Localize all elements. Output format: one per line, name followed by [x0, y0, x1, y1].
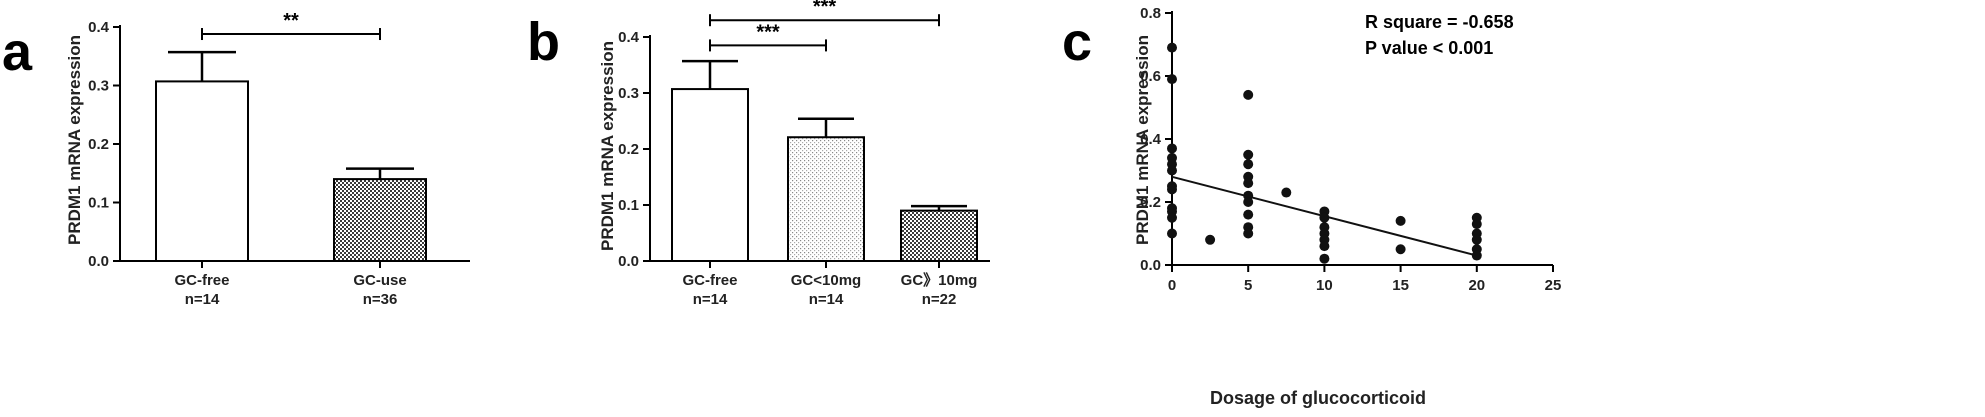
panel-b-n-label: n=14 — [809, 291, 844, 308]
panel-c-data-point — [1243, 159, 1254, 170]
panel-b-bar — [900, 209, 978, 263]
panel-c-x-tick-label: 10 — [1316, 277, 1333, 294]
panel-c-data-point — [1167, 42, 1177, 53]
panel-c-chart: c PRDM1 mRNA expression Dosage of glucoc… — [1062, 5, 1561, 408]
panel-c-y-axis-label: PRDM1 mRNA expression — [1133, 35, 1152, 245]
panel-c-data-point — [1395, 215, 1406, 226]
panel-c-data-point — [1243, 178, 1254, 189]
panel-c-annotation-r-square: R square = -0.658 — [1365, 12, 1514, 32]
panel-b-n-label: n=14 — [693, 291, 728, 308]
panel-c-data-point — [1243, 228, 1254, 239]
panel-c-annotation-p-value: P value < 0.001 — [1365, 38, 1493, 58]
panel-c-data-point — [1243, 149, 1254, 160]
panel-c-data-point — [1205, 234, 1216, 245]
panel-b-category-label: GC<10mg — [791, 272, 861, 289]
panel-c-data-point — [1167, 143, 1177, 154]
panel-c-x-tick-label: 5 — [1244, 277, 1252, 294]
panel-c-data-point — [1319, 253, 1330, 264]
panel-c-y-tick-label: 0.4 — [1140, 131, 1162, 148]
panel-c-x-tick-label: 25 — [1545, 277, 1562, 294]
panel-a-y-tick-label: 0.0 — [88, 253, 109, 270]
panel-c-data-point — [1471, 234, 1482, 245]
panel-a-bar — [155, 80, 249, 262]
panel-c-y-tick-label: 0.0 — [1140, 257, 1161, 274]
panel-c-data-point — [1319, 212, 1330, 223]
panel-c-data-point — [1167, 165, 1177, 176]
panel-b-n-label: n=22 — [922, 291, 957, 308]
panel-a-chart: a PRDM1 mRNA expression 0.0 0.1 0.2 0.3 0.4 G… — [2, 10, 470, 308]
panel-a-significance-label: ** — [283, 10, 299, 32]
panel-b-y-tick-label: 0.1 — [618, 197, 639, 214]
panel-c-y-tick-label: 0.6 — [1140, 68, 1161, 85]
panel-a-n-label: n=36 — [363, 291, 398, 308]
panel-a-category-label: GC-use — [353, 272, 406, 289]
panel-c-y-tick-label: 0.2 — [1140, 194, 1161, 211]
panel-b-chart: b PRDM1 mRNA expression 0.0 0.1 0.2 0.3 0.4 G… — [527, 0, 990, 308]
panel-c-data-point — [1167, 74, 1177, 85]
panel-c-data-point — [1319, 241, 1330, 252]
panel-c-data-point — [1243, 89, 1254, 100]
panel-b-y-tick-label: 0.0 — [618, 253, 639, 270]
panel-b-bar — [671, 88, 749, 262]
panel-b-y-axis-label: PRDM1 mRNA expression — [598, 41, 617, 251]
panel-a-y-tick-label: 0.2 — [88, 136, 109, 153]
panel-c-data-point — [1167, 228, 1177, 239]
panel-b-bar — [787, 136, 865, 263]
panel-a-category-label: GC-free — [174, 272, 229, 289]
panel-b-significance-label: *** — [756, 21, 780, 43]
panel-c-data-point — [1167, 184, 1177, 195]
panel-b-significance-label: *** — [813, 0, 837, 18]
panel-b-category-label: GC》10mg — [901, 271, 978, 289]
panel-b-label: b — [527, 12, 560, 72]
panel-c-data-point — [1243, 209, 1254, 220]
panel-c-data-point — [1471, 219, 1482, 230]
panel-c-x-tick-label: 20 — [1468, 277, 1485, 294]
panel-a-label: a — [2, 22, 33, 82]
panel-c-x-axis-label: Dosage of glucocorticoid — [1210, 388, 1426, 408]
panel-c-x-tick-label: 0 — [1168, 277, 1176, 294]
panel-c-label: c — [1062, 12, 1092, 72]
panel-b-category-label: GC-free — [682, 272, 737, 289]
panel-c-y-tick-label: 0.8 — [1140, 5, 1161, 22]
panel-a-y-axis-label: PRDM1 mRNA expression — [65, 35, 84, 245]
panel-a-y-tick-label: 0.1 — [88, 195, 109, 212]
panel-a-y-tick-label: 0.3 — [88, 78, 109, 95]
panel-c-data-point — [1395, 244, 1406, 255]
panel-c-data-point — [1243, 197, 1254, 207]
panel-a-bar — [333, 178, 427, 263]
panel-b-y-tick-label: 0.4 — [618, 29, 640, 46]
panel-c-data-point — [1281, 187, 1292, 198]
panel-c-data-point — [1471, 250, 1482, 261]
panel-c-x-tick-label: 15 — [1392, 277, 1409, 294]
panel-b-y-tick-label: 0.2 — [618, 141, 639, 158]
panel-c-data-point — [1167, 212, 1177, 223]
panel-a-n-label: n=14 — [185, 291, 220, 308]
panel-a-y-tick-label: 0.4 — [88, 19, 110, 36]
panel-b-y-tick-label: 0.3 — [618, 85, 639, 102]
